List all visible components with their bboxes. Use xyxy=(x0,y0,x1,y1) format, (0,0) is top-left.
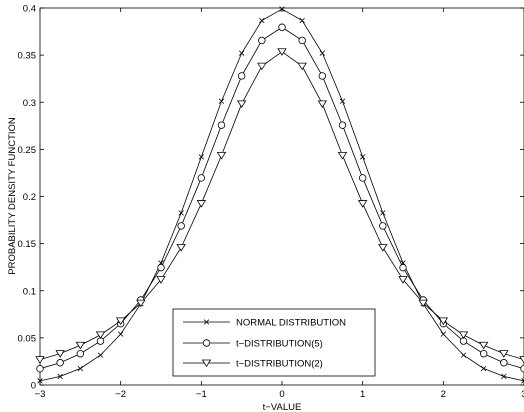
legend-marker xyxy=(202,339,211,347)
data-point xyxy=(277,48,287,56)
data-point xyxy=(318,72,327,80)
axis-ticks: −3 −2 −1 0 1 2 3 0 0.05 0.1 0.15 0.2 0.25 0.3 0.35 0.4 xyxy=(18,4,524,400)
data-point xyxy=(56,359,64,367)
data-point xyxy=(319,50,326,56)
data-point xyxy=(399,263,407,272)
y-tick-label: 0.35 xyxy=(18,51,37,62)
y-tick-label: 0 xyxy=(31,381,36,392)
data-point xyxy=(196,200,207,208)
data-point xyxy=(337,152,348,160)
x-tick-label: −1 xyxy=(196,389,207,400)
data-point xyxy=(279,6,285,12)
data-point xyxy=(479,350,488,358)
data-point xyxy=(438,317,449,326)
data-point xyxy=(500,359,508,367)
data-point xyxy=(259,17,265,24)
legend-entry: NORMAL DISTRIBUTION xyxy=(183,318,346,329)
data-point xyxy=(358,174,367,182)
legend: NORMAL DISTRIBUTION t−DISTRIBUTION(5) t−DI… xyxy=(172,308,376,377)
series-layer xyxy=(35,6,524,384)
data-point xyxy=(117,331,124,337)
data-point xyxy=(520,364,524,373)
data-point xyxy=(519,356,524,364)
x-tick-label: 0 xyxy=(279,389,284,400)
x-axis-label: t−VALUE xyxy=(263,402,302,412)
data-point xyxy=(521,378,524,384)
series-triangle-down xyxy=(35,48,524,364)
legend-entries: NORMAL DISTRIBUTION t−DISTRIBUTION(5) t−DI… xyxy=(183,318,346,370)
data-point xyxy=(197,174,206,182)
data-point xyxy=(478,341,489,350)
data-point xyxy=(218,98,225,104)
y-tick-label: 0.3 xyxy=(23,98,36,109)
y-axis-label: PROBABILITY DENSITY FUNCTION xyxy=(7,117,18,275)
data-point xyxy=(480,365,487,372)
data-point xyxy=(97,352,104,358)
data-point xyxy=(237,72,246,80)
y-tick-label: 0.1 xyxy=(23,286,36,297)
data-point xyxy=(157,263,165,272)
data-point xyxy=(176,244,186,252)
data-point xyxy=(501,373,507,380)
y-tick-label: 0.05 xyxy=(18,333,37,344)
data-point xyxy=(236,100,247,109)
x-tick-label: −2 xyxy=(115,389,126,400)
data-point xyxy=(258,36,266,45)
data-point xyxy=(156,276,166,284)
data-point xyxy=(440,331,447,337)
legend-label: t−DISTRIBUTION(5) xyxy=(236,339,323,350)
data-point xyxy=(298,36,306,45)
data-point xyxy=(75,341,86,350)
legend-marker xyxy=(201,359,212,368)
data-point xyxy=(297,62,307,71)
data-point xyxy=(238,50,245,56)
data-point xyxy=(339,98,346,104)
data-point xyxy=(299,17,305,24)
legend-entry: t−DISTRIBUTION(5) xyxy=(183,339,323,350)
y-tick-label: 0.4 xyxy=(23,4,36,15)
data-point xyxy=(198,154,205,160)
data-point xyxy=(460,352,467,358)
data-point xyxy=(499,350,509,358)
data-point xyxy=(216,152,227,160)
data-point xyxy=(95,331,106,340)
x-tick-label: 3 xyxy=(521,389,524,400)
data-point xyxy=(379,222,387,230)
data-point xyxy=(55,350,65,358)
data-point xyxy=(217,121,226,129)
data-point xyxy=(115,317,126,326)
x-tick-label: −3 xyxy=(35,389,46,400)
y-tick-label: 0.15 xyxy=(18,239,37,250)
data-point xyxy=(57,373,63,380)
data-point xyxy=(357,200,368,208)
legend-marker xyxy=(203,319,210,325)
data-point xyxy=(359,154,366,160)
data-point xyxy=(76,350,85,358)
data-point xyxy=(35,356,45,364)
data-point xyxy=(37,378,43,384)
data-point xyxy=(177,222,185,230)
data-point xyxy=(317,100,328,109)
x-tick-label: 2 xyxy=(441,389,446,400)
y-tick-label: 0.2 xyxy=(23,192,36,203)
data-point xyxy=(338,121,347,129)
x-tick-label: 1 xyxy=(360,389,365,400)
data-point xyxy=(418,299,428,308)
data-point xyxy=(380,210,386,216)
data-point xyxy=(178,210,184,216)
data-point xyxy=(378,244,388,252)
data-point xyxy=(136,299,146,308)
legend-label: NORMAL DISTRIBUTION xyxy=(236,318,346,329)
legend-label: t−DISTRIBUTION(2) xyxy=(236,359,323,370)
legend-entry: t−DISTRIBUTION(2) xyxy=(183,359,323,370)
data-point xyxy=(36,364,44,373)
data-point xyxy=(458,331,469,340)
data-point xyxy=(257,62,267,71)
data-point xyxy=(278,23,286,31)
y-tick-label: 0.25 xyxy=(18,145,37,156)
data-point xyxy=(77,365,84,372)
data-point xyxy=(398,276,408,284)
